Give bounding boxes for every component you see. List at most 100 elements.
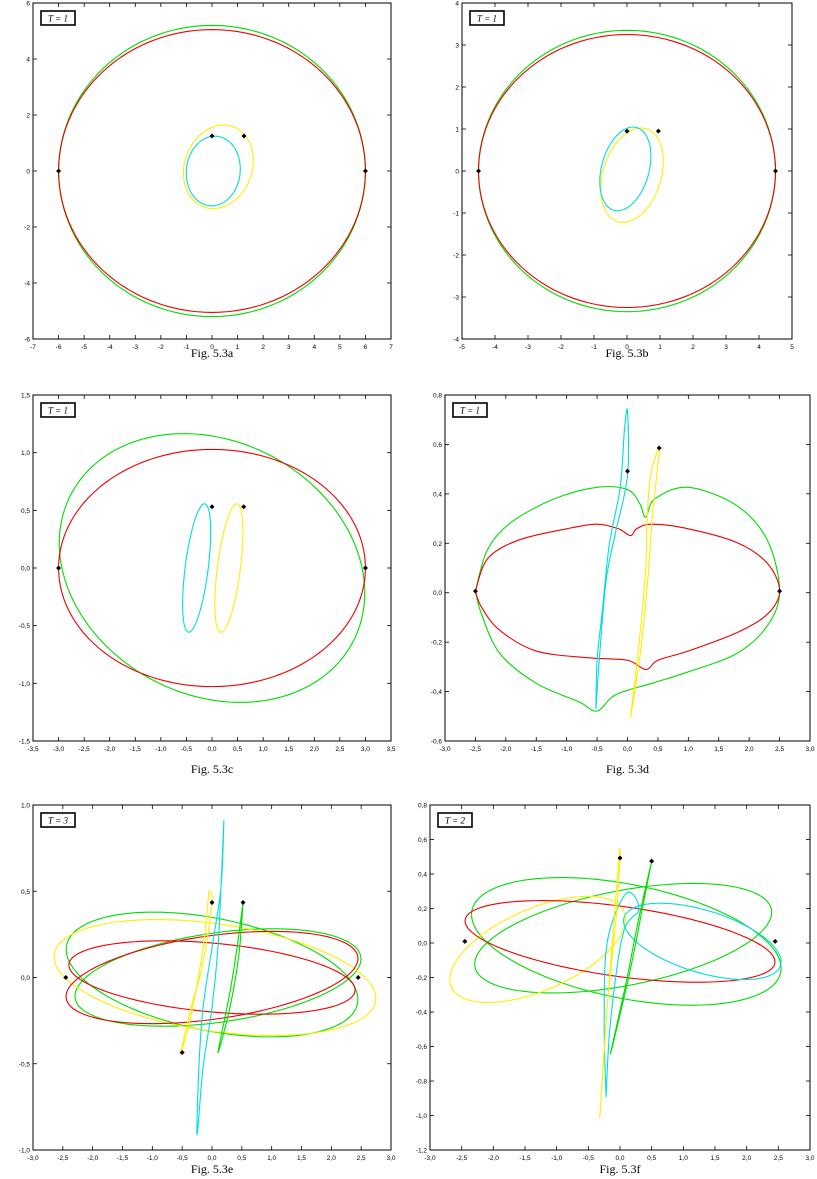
- body-marker: [56, 565, 62, 571]
- x-tick-label: -6: [56, 344, 62, 351]
- trajectory-curve: [53, 919, 377, 1036]
- body-marker: [240, 900, 246, 905]
- figure-caption: Fig. 5.3c: [191, 762, 233, 776]
- curves: [449, 847, 782, 1118]
- x-tick-label: -1,0: [561, 746, 573, 753]
- y-tick-label: -1: [453, 211, 459, 218]
- x-tick-label: 3,0: [386, 1155, 395, 1162]
- figure-caption: Fig. 5.3a: [191, 346, 234, 360]
- plot-frame: [32, 2, 392, 340]
- body-marker: [625, 468, 630, 474]
- y-tick-label: -0,8: [416, 1079, 428, 1086]
- x-tick-label: -2,0: [104, 746, 116, 753]
- x-tick-label: 0,0: [207, 746, 216, 753]
- trajectory-curve: [58, 29, 366, 313]
- y-tick-label: -2: [453, 253, 459, 260]
- trajectory-curve: [217, 902, 244, 1054]
- y-tick-label: 1,0: [21, 803, 30, 810]
- x-tick-label: -5: [459, 344, 465, 351]
- time-label: T = 1: [48, 14, 68, 24]
- figure-caption: Fig. 5.3d: [606, 762, 649, 776]
- y-tick-label: -0,4: [416, 1010, 428, 1017]
- plot-frame: [444, 394, 811, 742]
- trajectory-curve: [603, 891, 640, 1098]
- x-tick-label: 1,5: [710, 1155, 719, 1162]
- trajectory-curve: [470, 877, 782, 1006]
- x-tick-label: 0,5: [233, 746, 242, 753]
- trajectory-curve: [477, 29, 777, 313]
- body-marker: [209, 504, 215, 510]
- plot-frame: [32, 804, 392, 1151]
- x-tick-label: 0,5: [237, 1155, 246, 1162]
- y-tick-label: 0,2: [418, 906, 427, 913]
- y-tick-label: 0,2: [433, 541, 442, 548]
- x-tick-label: -2,5: [456, 1155, 468, 1162]
- y-tick-label: 0,6: [433, 442, 442, 449]
- x-tick-label: 3,5: [386, 746, 395, 753]
- y-tick-label: 0,0: [21, 975, 30, 982]
- trajectory-curve: [599, 847, 621, 1118]
- y-tick-label: 0,8: [418, 803, 427, 810]
- trajectory-curve: [68, 940, 356, 1015]
- x-tick-label: -3: [525, 344, 531, 351]
- body-marker: [472, 588, 478, 594]
- time-label-box: [40, 10, 76, 26]
- x-tick-label: 0,5: [647, 1155, 656, 1162]
- x-tick-label: -0,5: [181, 746, 193, 753]
- y-tick-label: 4: [455, 1, 459, 8]
- y-tick-label: 2: [455, 85, 459, 92]
- x-tick-label: 2: [261, 344, 265, 351]
- x-tick-label: 0: [625, 344, 629, 351]
- y-tick-label: 0,4: [418, 872, 427, 879]
- y-tick-label: 0,5: [21, 508, 30, 515]
- x-tick-label: -2,5: [470, 746, 482, 753]
- trajectory-curve: [182, 124, 254, 210]
- x-tick-label: 0,0: [615, 1155, 624, 1162]
- x-tick-label: -7: [30, 344, 36, 351]
- x-tick-label: 1,0: [267, 1155, 276, 1162]
- trajectory-curve: [474, 523, 781, 671]
- body-marker: [656, 445, 662, 451]
- x-tick-label: -1,0: [155, 746, 167, 753]
- x-tick-label: -3,0: [27, 1155, 39, 1162]
- body-marker: [63, 975, 69, 980]
- time-label: T = 3: [48, 816, 68, 826]
- body-marker: [56, 168, 62, 174]
- x-tick-label: -4: [492, 344, 498, 351]
- x-tick-label: 2,0: [742, 1155, 751, 1162]
- x-tick-label: 2,5: [774, 1155, 783, 1162]
- body-marker: [209, 133, 215, 139]
- body-marker: [772, 938, 778, 944]
- body-marker: [462, 938, 468, 944]
- y-tick-label: -0,6: [416, 1044, 428, 1051]
- x-tick-label: -0,5: [583, 1155, 595, 1162]
- x-tick-label: -3: [132, 344, 138, 351]
- y-tick-label: 1,5: [21, 393, 30, 400]
- y-tick-label: 0: [455, 169, 459, 176]
- chart-panel-4: -3,0 -2,5 -2,0 -1,5 -1,0 -0,5 0,0 0,5 1,0 1,5 2,0 2…: [431, 393, 815, 777]
- trajectory-curve: [477, 33, 777, 309]
- time-label-box: [437, 812, 473, 828]
- y-tick-label: -0,5: [19, 623, 31, 630]
- x-tick-label: 2,0: [745, 746, 754, 753]
- plot-frame: [461, 2, 793, 340]
- time-label: T = 1: [477, 14, 497, 24]
- y-tick-label: -4: [24, 281, 30, 288]
- plot-frame: [32, 394, 392, 742]
- x-tick-label: -1,5: [117, 1155, 129, 1162]
- body-marker: [179, 1050, 185, 1055]
- x-tick-label: -1,0: [551, 1155, 563, 1162]
- x-tick-label: 0,0: [623, 746, 632, 753]
- y-tick-label: -4: [453, 337, 459, 344]
- x-tick-label: 1,0: [679, 1155, 688, 1162]
- x-tick-label: 2,0: [310, 746, 319, 753]
- trajectory-curve: [600, 127, 664, 223]
- y-tick-label: -1,2: [416, 1148, 428, 1155]
- trajectory-curve: [196, 819, 225, 1136]
- x-tick-label: 7: [389, 344, 393, 351]
- x-tick-label: 1,5: [297, 1155, 306, 1162]
- y-tick-label: -0,2: [431, 640, 443, 647]
- y-tick-label: 0: [26, 169, 30, 176]
